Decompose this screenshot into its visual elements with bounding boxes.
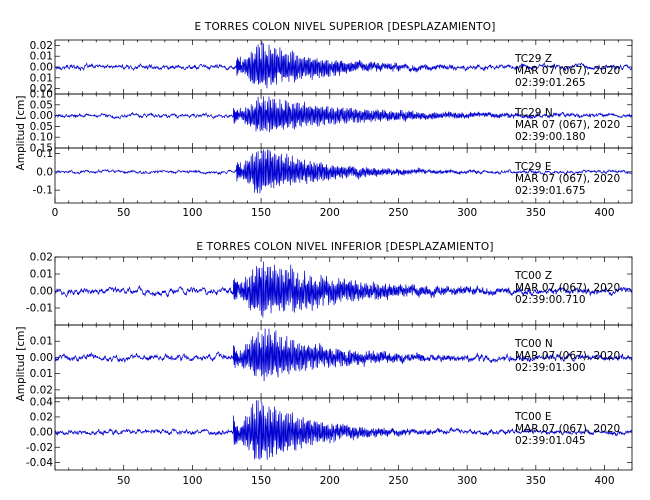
x-tick-label: 300 [457, 207, 477, 219]
y-tick-label: 0.02 [30, 40, 53, 52]
x-tick-label: 250 [388, 475, 408, 487]
station-label: TC00 E [514, 411, 551, 423]
station-label: TC29 E [514, 161, 551, 173]
waveform-trace [54, 41, 633, 89]
x-tick-label: 0 [52, 207, 59, 219]
x-tick-label: 350 [526, 475, 546, 487]
x-tick-label: 100 [182, 475, 202, 487]
x-tick-label: 50 [117, 475, 130, 487]
station-time: 02:39:01.045 [515, 435, 586, 447]
y-tick-label: -0.1 [33, 185, 54, 197]
x-tick-label: 300 [457, 475, 477, 487]
y-axis-label-lower: Amplitud [cm] [15, 327, 27, 402]
waveform-trace [54, 400, 633, 460]
waveform-trace [54, 149, 633, 194]
station-label: TC29 Z [514, 53, 552, 65]
station-time: 02:39:00.710 [515, 294, 586, 306]
y-tick-label: 0.00 [30, 427, 53, 439]
x-tick-label: 200 [320, 475, 340, 487]
x-tick-label: 350 [526, 207, 546, 219]
waveform-trace [54, 261, 633, 318]
y-tick-label: -0.01 [26, 303, 53, 315]
y-tick-label: 0.01 [30, 269, 53, 281]
y-tick-label: 0.15 [30, 143, 53, 155]
y-tick-label: 0.01 [30, 336, 53, 348]
waveform-trace [54, 96, 633, 133]
x-tick-label: 400 [595, 207, 615, 219]
y-tick-label: 0.02 [30, 411, 53, 423]
x-tick-label: 200 [320, 207, 340, 219]
chart-title-lower: E TORRES COLON NIVEL INFERIOR [DESPLAZAM… [196, 241, 493, 253]
y-tick-label: 0.02 [30, 252, 53, 264]
station-date: MAR 07 (067), 2020 [515, 423, 620, 435]
x-tick-label: 400 [595, 475, 615, 487]
chart-title-upper: E TORRES COLON NIVEL SUPERIOR [DESPLAZAM… [194, 21, 495, 33]
chart-upper: E TORRES COLON NIVEL SUPERIOR [DESPLAZAM… [15, 21, 633, 219]
station-label: TC29 N [514, 107, 553, 119]
y-tick-label: 0.00 [30, 352, 53, 364]
x-axis-upper: 0 50 100 150 200 250 300 350 400 [52, 207, 615, 219]
station-time: 02:39:01.265 [515, 77, 586, 89]
y-tick-label: 0.01 [30, 72, 53, 84]
y-axis-label-upper: Amplitud [cm] [15, 96, 27, 171]
y-tick-label: 0.01 [30, 368, 53, 380]
x-tick-label: 100 [182, 207, 202, 219]
station-date: MAR 07 (067), 2020 [515, 119, 620, 131]
station-date: MAR 07 (067), 2020 [515, 350, 620, 362]
y-tick-label: 0.10 [30, 89, 53, 101]
x-tick-label: 150 [251, 207, 271, 219]
x-axis-lower: 50 100 150 200 250 300 350 400 [117, 475, 615, 487]
x-tick-label: 50 [117, 207, 130, 219]
y-tick-label: 0.1 [36, 148, 53, 160]
y-tick-label: 0.02 [30, 83, 53, 95]
station-time: 02:39:01.300 [515, 362, 586, 374]
y-tick-label: 0.05 [30, 99, 53, 111]
x-tick-label: 250 [388, 207, 408, 219]
y-tick-label: -0.04 [26, 457, 53, 469]
station-date: MAR 07 (067), 2020 [515, 173, 620, 185]
station-time: 02:39:01.675 [515, 185, 586, 197]
chart-lower: E TORRES COLON NIVEL INFERIOR [DESPLAZAM… [15, 241, 633, 487]
y-tick-label: 0.02 [30, 384, 53, 396]
station-time: 02:39:00.180 [515, 131, 586, 143]
y-tick-label: 0.10 [30, 132, 53, 144]
y-tick-label: 0.00 [30, 62, 53, 74]
y-tick-label: 0.04 [30, 396, 54, 408]
y-tick-label: 0.01 [30, 51, 53, 63]
station-date: MAR 07 (067), 2020 [515, 282, 620, 294]
station-label: TC00 Z [514, 270, 552, 282]
x-tick-label: 150 [251, 475, 271, 487]
y-tick-label: 0.00 [30, 286, 53, 298]
y-tick-label: 0.00 [30, 110, 53, 122]
y-tick-label: 0.05 [30, 121, 53, 133]
y-tick-label: -0.02 [26, 442, 53, 454]
station-date: MAR 07 (067), 2020 [515, 65, 620, 77]
station-label: TC00 N [514, 338, 553, 350]
y-tick-label: 0.0 [36, 166, 53, 178]
waveform-trace [54, 328, 633, 382]
